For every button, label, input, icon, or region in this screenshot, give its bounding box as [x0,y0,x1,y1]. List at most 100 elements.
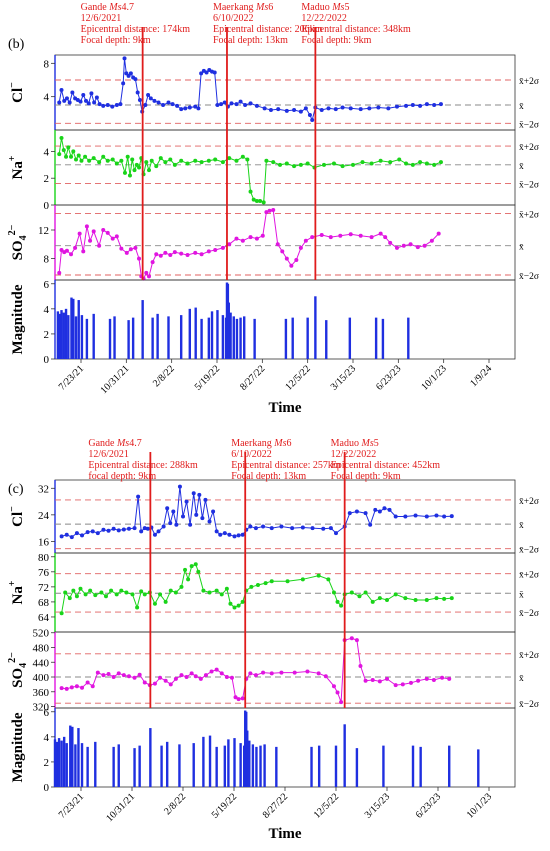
magnitude-bar [202,736,205,787]
data-point [300,577,305,582]
data-point [66,145,71,150]
data-point [137,672,142,677]
y-axis-label: Na+ [7,155,26,179]
data-point [119,158,124,163]
data-point [101,154,106,159]
subpanel-magnitude: 0 2 4 6 Magnitude [10,707,516,794]
y-tick-label: 6 [44,707,50,719]
data-point [74,594,79,599]
magnitude-bar [348,317,352,359]
data-point [236,603,241,608]
data-point [432,162,437,167]
data-point [183,567,188,572]
data-point [321,162,326,167]
magnitude-bar [223,745,227,787]
data-point [200,516,205,521]
magnitude-bar [86,746,89,787]
magnitude-bar [216,310,219,359]
subpanel-na: 64 68 72 76 80 Na+ x̄+2σ x̄ x̄−2σ [7,552,539,633]
magnitude-bar [179,315,183,359]
data-point [404,161,409,166]
ref-label-upper: x̄+2σ [519,497,539,507]
data-point [64,96,69,101]
y-tick-label: 400 [33,672,50,684]
data-point [188,522,193,527]
data-point [340,164,345,169]
y-tick-label: 80 [38,552,50,564]
y-tick-label: 12 [38,225,49,237]
data-point [69,535,74,540]
data-point [263,581,268,586]
data-point [326,106,331,111]
x-tick-label: 3/15/23 [329,363,358,392]
event-annotation: 12/22/2022 [301,13,347,24]
ref-label-mean: x̄ [519,243,524,253]
magnitude-bar [72,298,75,359]
magnitude-bar [74,316,78,359]
data-point [150,260,155,265]
data-point [101,103,106,108]
data-point [363,590,368,595]
data-point [161,103,166,107]
magnitude-bar [355,748,359,787]
event-annotation: 6/10/2022 [231,449,272,460]
data-point [393,683,398,688]
data-point [264,158,269,163]
chart-panel-0: (b) 4 8 Cl− x̄+2σ x̄ x̄−2σ 0 2 4 Na+ x̄+2σ x̄ x̄−2σ 8 1… [7,2,539,416]
data-point [438,160,443,165]
data-point [97,243,102,248]
data-point [363,511,368,516]
data-point [248,671,253,676]
magnitude-bar [113,316,116,359]
data-point [95,531,100,536]
ref-label-upper: x̄+2σ [519,77,539,87]
data-point [348,232,353,237]
data-point [403,596,408,601]
data-point [334,531,338,536]
subpanel-cl: 4 8 Cl− x̄+2σ x̄ x̄−2σ [7,54,539,131]
data-point [111,526,116,531]
y-tick-label: 480 [33,642,50,654]
data-point [248,189,253,194]
data-point [152,532,157,537]
data-point [146,93,151,97]
magnitude-bar [210,311,214,359]
data-point [240,532,245,537]
ref-label-upper: x̄+2σ [519,211,539,221]
data-point [92,100,97,105]
data-point [335,690,340,695]
data-point [70,90,75,95]
y-axis-label: Magnitude [10,284,26,354]
y-tick-label: 520 [33,628,50,640]
magnitude-bar [53,739,57,787]
subpanel-frame [54,707,516,788]
x-tick-label: 12/5/22 [312,791,341,820]
data-point [191,491,196,496]
magnitude-bar [112,746,115,787]
data-point [269,579,274,584]
data-point [88,238,93,243]
data-point [432,103,437,107]
data-point [109,588,114,593]
data-point [349,590,354,595]
magnitude-bar [138,745,141,787]
data-point [378,231,383,236]
data-point [303,106,308,111]
data-point [442,596,447,601]
event-annotation: Maduo Ms5 [301,2,349,13]
subpanel-frame [54,129,516,206]
data-point [179,673,184,678]
magnitude-bar [127,320,130,359]
data-point [158,592,163,597]
magnitude-bar [133,748,136,787]
data-point [220,245,225,250]
data-point [203,673,208,678]
magnitude-bar [92,313,95,359]
data-point [385,676,389,681]
data-point [378,158,383,163]
data-point [118,102,123,107]
data-point [349,636,354,641]
data-point [111,675,116,680]
data-point [383,235,388,240]
data-point [206,158,211,163]
